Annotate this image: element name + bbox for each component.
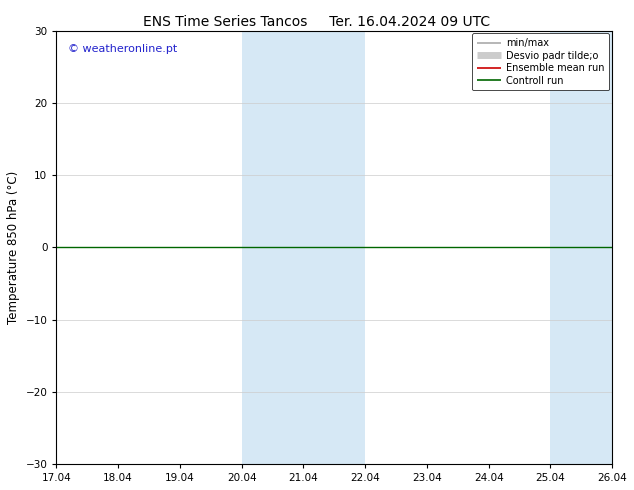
- Bar: [242, 30, 365, 464]
- Text: ENS Time Series Tancos     Ter. 16.04.2024 09 UTC: ENS Time Series Tancos Ter. 16.04.2024 0…: [143, 15, 491, 29]
- Y-axis label: Temperature 850 hPa (°C): Temperature 850 hPa (°C): [7, 171, 20, 324]
- Bar: [550, 30, 634, 464]
- Legend: min/max, Desvio padr tilde;o, Ensemble mean run, Controll run: min/max, Desvio padr tilde;o, Ensemble m…: [472, 33, 609, 91]
- Text: © weatheronline.pt: © weatheronline.pt: [67, 44, 177, 53]
